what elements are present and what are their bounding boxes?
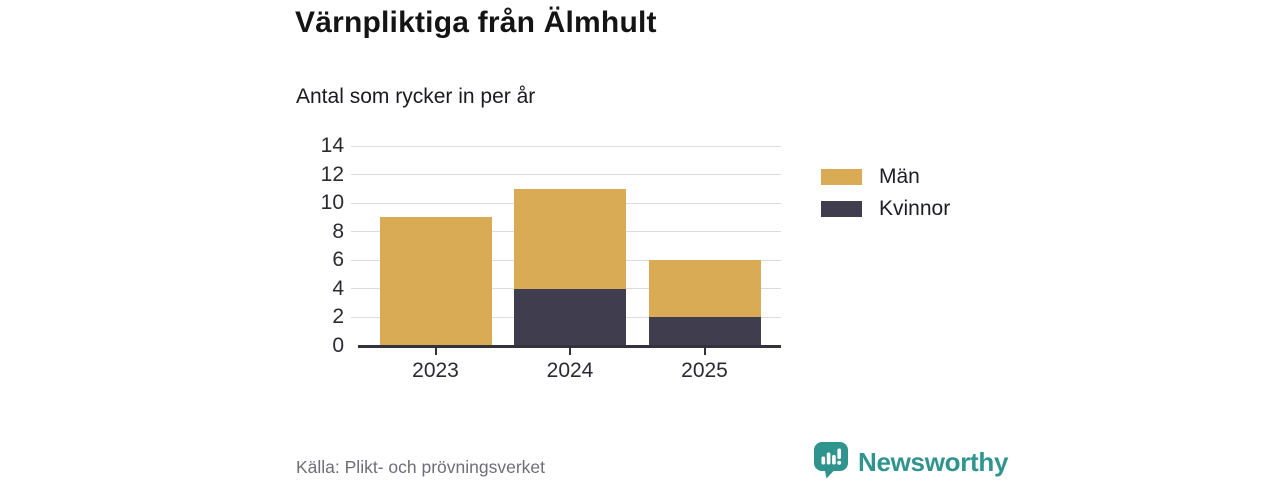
bar-segment [514, 288, 626, 346]
y-axis-label: 0 [332, 334, 344, 357]
axis-baseline [358, 344, 781, 348]
newsworthy-speech-bubble-chart-icon [812, 440, 850, 480]
y-axis-label: 14 [320, 134, 344, 157]
x-axis-tick [569, 347, 571, 355]
chart-title: Värnpliktiga från Älmhult [295, 6, 657, 39]
legend-row: Män [821, 165, 950, 188]
legend-label: Kvinnor [879, 197, 951, 220]
chart-subtitle: Antal som rycker in per år [296, 85, 536, 108]
legend-swatch [821, 169, 862, 185]
brand-logo: Newsworthy [812, 440, 1008, 480]
gridline [351, 145, 781, 147]
y-axis-label: 12 [320, 162, 344, 186]
x-axis-tick [703, 347, 706, 355]
bar-segment [379, 217, 492, 346]
bar-segment [648, 317, 761, 346]
gridline [351, 174, 781, 176]
legend-row: Kvinnor [821, 197, 950, 220]
y-axis-label: 10 [320, 191, 344, 215]
y-axis-label: 6 [332, 248, 344, 272]
x-axis-label: 2024 [546, 359, 594, 382]
y-axis-label: 4 [332, 276, 344, 300]
source-note: Källa: Plikt- och prövningsverket [296, 457, 545, 477]
legend-swatch [821, 201, 862, 217]
y-axis-label: 2 [332, 305, 344, 329]
bar-segment [648, 260, 761, 318]
x-axis-tick [434, 347, 437, 355]
y-axis-label: 8 [332, 219, 344, 243]
x-axis-label: 2025 [681, 359, 728, 382]
bar-segment [514, 188, 626, 289]
legend: Män Kvinnor [821, 165, 950, 233]
brand-name: Newsworthy [858, 446, 1009, 477]
legend-label: Män [879, 165, 920, 188]
x-axis-label: 2023 [412, 359, 459, 382]
